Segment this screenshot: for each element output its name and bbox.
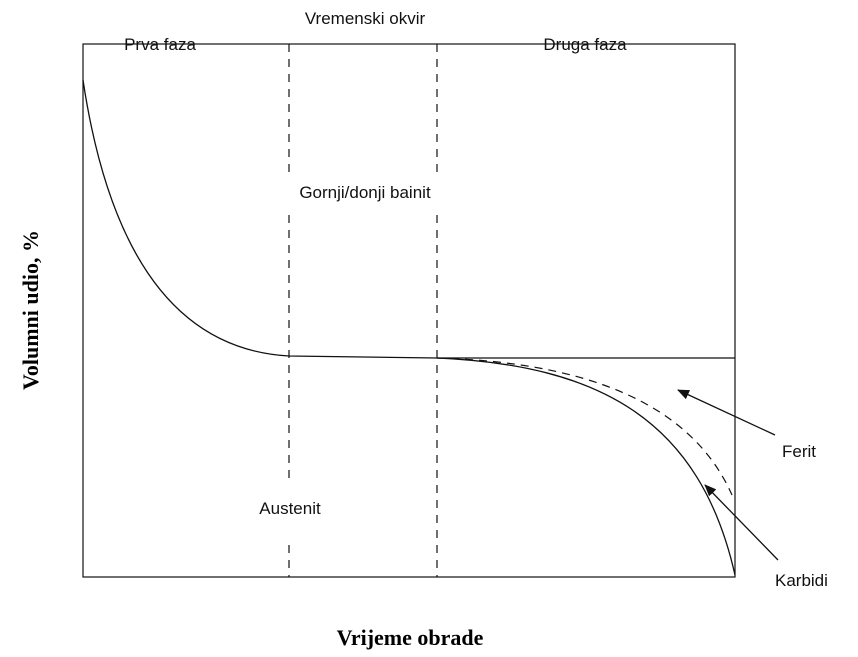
region-label: Gornji/donji bainit <box>299 183 431 202</box>
timeframe-label: Vremenski okvir <box>305 9 426 28</box>
annotation: Ferit <box>782 442 816 461</box>
austenite-curve <box>82 79 438 359</box>
phase-label: Prva faza <box>124 35 196 54</box>
ferrite-arrow <box>677 389 776 436</box>
y-axis-label: Volumni udio, % <box>18 230 43 390</box>
ferrite-curve <box>436 357 733 496</box>
carbide-arrow <box>704 484 779 561</box>
region-label: Austenit <box>259 499 321 518</box>
annotation: Karbidi <box>775 571 828 590</box>
carbide-curve <box>436 357 736 576</box>
x-axis-label: Vrijeme obrade <box>337 625 484 650</box>
frame <box>82 43 736 578</box>
phase-label: Druga faza <box>543 35 627 54</box>
phase-dividers <box>288 44 438 577</box>
